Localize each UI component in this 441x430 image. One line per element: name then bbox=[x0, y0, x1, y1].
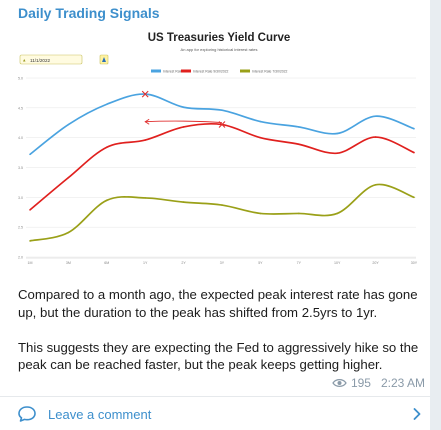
post-time: 2:23 AM bbox=[380, 376, 425, 390]
caption-paragraph: Compared to a month ago, the expected pe… bbox=[18, 287, 418, 320]
chart-image[interactable]: US Treasuries Yield Curve An app for exp… bbox=[0, 26, 430, 276]
post-caption: Compared to a month ago, the expected pe… bbox=[18, 286, 426, 374]
date-picker-value: 11/1/2022 bbox=[30, 58, 51, 63]
data-point bbox=[29, 153, 31, 156]
data-point bbox=[413, 127, 415, 130]
data-point bbox=[144, 139, 146, 141]
scroll-strip bbox=[430, 0, 441, 430]
data-point bbox=[374, 184, 377, 186]
y-tick-label: 3.5 bbox=[18, 166, 23, 170]
x-tick-label: 5Y bbox=[258, 261, 263, 265]
leave-comment-label: Leave a comment bbox=[48, 407, 152, 422]
chart-series bbox=[29, 93, 415, 242]
leave-comment-button[interactable]: Leave a comment bbox=[0, 397, 441, 430]
data-point bbox=[336, 212, 339, 215]
data-point bbox=[259, 136, 262, 139]
y-tick-label: 5.0 bbox=[18, 77, 23, 81]
x-tick-label: 7Y bbox=[297, 261, 302, 265]
y-tick-label: 2.5 bbox=[18, 226, 23, 230]
x-tick-label: 3M bbox=[66, 261, 71, 265]
refresh-icon[interactable] bbox=[99, 54, 109, 65]
data-point bbox=[336, 132, 339, 135]
data-point bbox=[182, 201, 185, 203]
legend-label: Interest Rate 9/30/2022 bbox=[193, 70, 229, 74]
data-point bbox=[67, 123, 70, 126]
arrow-head bbox=[144, 118, 150, 125]
chart-title: US Treasuries Yield Curve bbox=[148, 32, 291, 44]
data-point bbox=[221, 204, 223, 206]
legend-label: Interest Rate bbox=[163, 70, 183, 74]
post-meta: 195 2:23 AM bbox=[332, 376, 425, 390]
view-count: 195 bbox=[350, 376, 371, 390]
comment-icon bbox=[18, 406, 36, 422]
chevron-right-icon bbox=[413, 408, 421, 420]
x-tick-label: 3Y bbox=[220, 261, 225, 265]
divider bbox=[0, 396, 441, 397]
x-tick-label: 1Y bbox=[143, 261, 148, 265]
data-point bbox=[374, 136, 377, 138]
x-tick-label: 6M bbox=[104, 261, 109, 265]
data-point bbox=[106, 199, 108, 202]
chart-grid bbox=[26, 77, 416, 259]
chart-legend: Interest Rate Interest Rate 9/30/2022 Inte… bbox=[151, 69, 288, 74]
data-point bbox=[67, 176, 70, 179]
data-point bbox=[298, 212, 300, 215]
series-line bbox=[29, 122, 415, 211]
eye-icon bbox=[332, 379, 347, 387]
data-point bbox=[144, 197, 146, 199]
channel-title[interactable]: Daily Trading Signals bbox=[18, 5, 160, 21]
x-tick-label: 30Y bbox=[411, 261, 418, 265]
data-point bbox=[298, 143, 300, 146]
y-axis-ticks: 2.0 2.5 3.0 3.5 4.0 4.5 5.0 bbox=[18, 77, 23, 260]
data-point bbox=[413, 196, 415, 199]
legend-label: Interest Rate 7/30/2022 bbox=[252, 70, 288, 74]
data-point bbox=[298, 126, 300, 128]
data-point bbox=[413, 151, 415, 154]
x-tick-label: 20Y bbox=[372, 261, 379, 265]
data-point bbox=[336, 152, 339, 154]
data-point bbox=[182, 126, 185, 128]
calendar-icon: ▴ bbox=[23, 58, 26, 64]
data-point bbox=[182, 106, 185, 109]
cross-marker bbox=[141, 90, 149, 98]
legend-swatch bbox=[240, 69, 250, 73]
y-tick-label: 4.5 bbox=[18, 106, 23, 110]
data-point bbox=[221, 109, 223, 112]
x-tick-label: 10Y bbox=[334, 261, 341, 265]
yield-curve-chart: US Treasuries Yield Curve An app for exp… bbox=[18, 32, 418, 265]
data-point bbox=[106, 103, 108, 106]
date-picker[interactable]: ▴ 11/1/2022 bbox=[19, 54, 83, 65]
series-line bbox=[29, 183, 415, 242]
x-axis-ticks: 1M 3M 6M 1Y 2Y 3Y 5Y 7Y 10Y 20Y 30Y bbox=[28, 261, 418, 265]
x-tick-label: 1M bbox=[28, 261, 33, 265]
data-point bbox=[374, 115, 377, 117]
data-point bbox=[259, 212, 262, 215]
chart-annotations bbox=[141, 90, 226, 128]
data-point bbox=[67, 231, 70, 234]
legend-swatch bbox=[151, 69, 161, 73]
y-tick-label: 4.0 bbox=[18, 136, 23, 140]
data-point bbox=[29, 209, 31, 211]
data-point bbox=[106, 146, 108, 149]
data-point bbox=[29, 240, 31, 242]
chart-subtitle: An app for exploring historical interest… bbox=[181, 47, 258, 52]
legend-swatch bbox=[181, 69, 191, 73]
caption-paragraph: This suggests they are expecting the Fed… bbox=[18, 339, 419, 373]
arrow-line bbox=[145, 120, 223, 124]
x-tick-label: 2Y bbox=[181, 261, 186, 265]
data-point bbox=[259, 120, 262, 123]
y-tick-label: 3.0 bbox=[18, 196, 23, 200]
y-tick-label: 2.0 bbox=[18, 256, 23, 260]
